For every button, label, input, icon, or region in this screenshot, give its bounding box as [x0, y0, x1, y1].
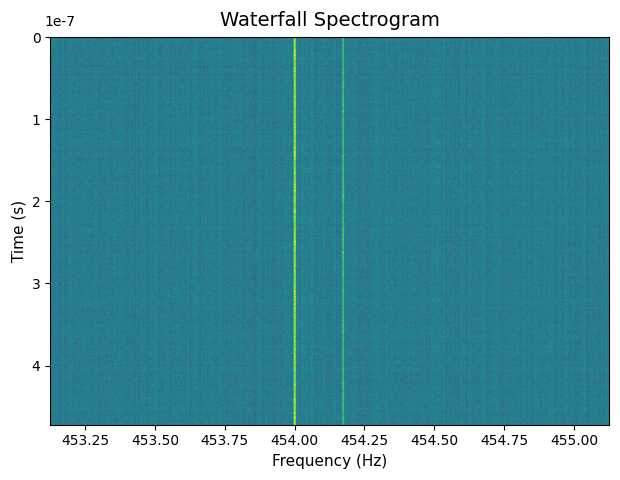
X-axis label: Frequency (Hz): Frequency (Hz) [272, 454, 388, 469]
Y-axis label: Time (s): Time (s) [11, 200, 26, 262]
Text: 1e-7: 1e-7 [45, 15, 76, 29]
Title: Waterfall Spectrogram: Waterfall Spectrogram [219, 11, 440, 30]
